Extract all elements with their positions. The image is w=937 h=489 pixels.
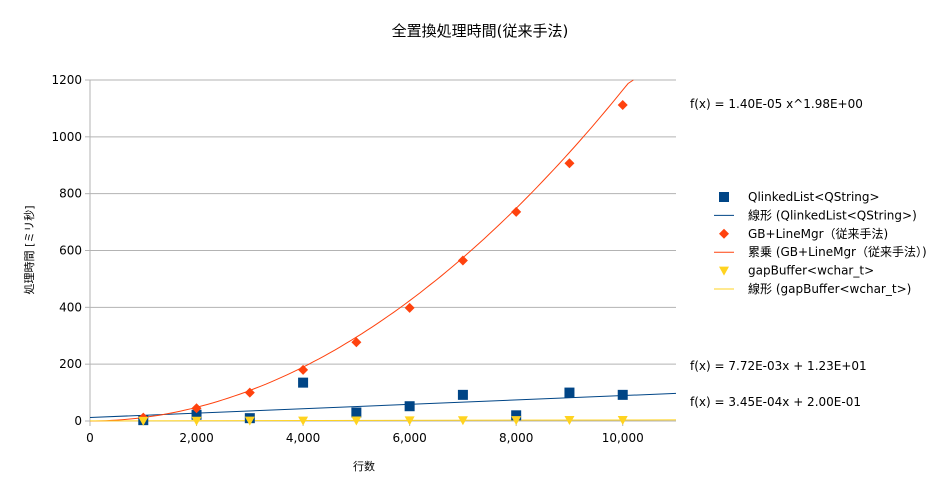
data-point-diamond xyxy=(457,255,468,266)
x-tick-label: 10,000 xyxy=(602,431,644,445)
y-tick-label: 0 xyxy=(74,414,82,428)
trendline-2 xyxy=(89,419,677,422)
legend-label: QlinkedList<QString> xyxy=(748,190,880,204)
y-tick-label: 800 xyxy=(59,187,82,201)
data-point-diamond xyxy=(298,364,309,375)
data-point-triangle-down xyxy=(191,416,202,426)
legend: QlinkedList<QString> 線形 (QlinkedList<QStr… xyxy=(714,190,927,296)
x-tick-label: 4,000 xyxy=(286,431,320,445)
data-point-triangle-down xyxy=(138,416,149,426)
data-point-diamond xyxy=(404,302,415,313)
data-point-square xyxy=(351,407,362,418)
legend-label: 線形 (QlinkedList<QString>) xyxy=(748,207,917,222)
y-tick-label: 1000 xyxy=(51,130,82,144)
data-point-triangle-down xyxy=(617,415,628,425)
y-tick-label: 200 xyxy=(59,357,82,371)
y-axis-title: 処理時間 [ミリ秒] xyxy=(22,205,36,294)
legend-label: 線形 (gapBuffer<wchar_t>) xyxy=(748,281,911,296)
grid-lines xyxy=(90,79,676,422)
x-tick-label: 0 xyxy=(86,431,94,445)
y-tick-label: 400 xyxy=(59,300,82,314)
data-point-square xyxy=(511,410,522,421)
y-tick-label: 1200 xyxy=(51,73,82,87)
x-tick-label: 8,000 xyxy=(499,431,533,445)
data-point-triangle-down xyxy=(564,416,575,426)
trendline-equation: f(x) = 3.45E-04x + 2.00E-01 xyxy=(690,395,861,409)
data-point-diamond xyxy=(511,206,522,217)
data-point-triangle-down xyxy=(404,416,415,426)
data-point-triangle-down xyxy=(511,416,522,426)
trendline-equations: f(x) = 1.40E-05 x^1.98E+00 f(x) = 7.72E-0… xyxy=(690,97,867,409)
data-point-diamond xyxy=(191,403,202,414)
y-tick-label: 600 xyxy=(59,244,82,258)
x-axis-title: 行数 xyxy=(353,460,375,473)
axes: 0 200 400 600 800 1000 1200 0 2,000 4,000 6,000 8,0… xyxy=(51,73,643,445)
trendline-equation: f(x) = 7.72E-03x + 1.23E+01 xyxy=(690,359,867,373)
data-point-square xyxy=(564,387,575,398)
chart-title: 全置換処理時間(従来手法) xyxy=(392,22,569,40)
data-point-triangle-down xyxy=(457,416,468,426)
data-point-triangle-down xyxy=(244,416,255,426)
legend-marker-symbol xyxy=(719,266,729,276)
data-point-diamond xyxy=(351,337,362,348)
legend-label: GB+LineMgr（従来手法) xyxy=(748,227,888,241)
legend-marker-symbol xyxy=(719,192,729,202)
data-point-square xyxy=(404,401,415,412)
data-point-diamond xyxy=(564,158,575,169)
data-point-diamond xyxy=(617,100,628,111)
data-point-diamond xyxy=(244,387,255,398)
data-point-triangle-down xyxy=(351,416,362,426)
x-tick-label: 2,000 xyxy=(179,431,213,445)
legend-label: gapBuffer<wchar_t> xyxy=(748,264,874,278)
data-points xyxy=(138,100,628,426)
legend-label: 累乗 (GB+LineMgr（従来手法）) xyxy=(748,245,927,259)
data-point-triangle-down xyxy=(298,416,309,426)
legend-marker-symbol xyxy=(719,228,729,239)
trendlines xyxy=(89,79,677,422)
data-point-square xyxy=(617,389,628,400)
data-point-square xyxy=(298,377,309,388)
trendline-equation: f(x) = 1.40E-05 x^1.98E+00 xyxy=(690,97,863,111)
x-tick-label: 6,000 xyxy=(392,431,426,445)
trendline-1 xyxy=(90,79,634,422)
trendline-0 xyxy=(89,392,677,418)
data-point-square xyxy=(457,389,468,400)
data-point-square xyxy=(191,409,202,420)
